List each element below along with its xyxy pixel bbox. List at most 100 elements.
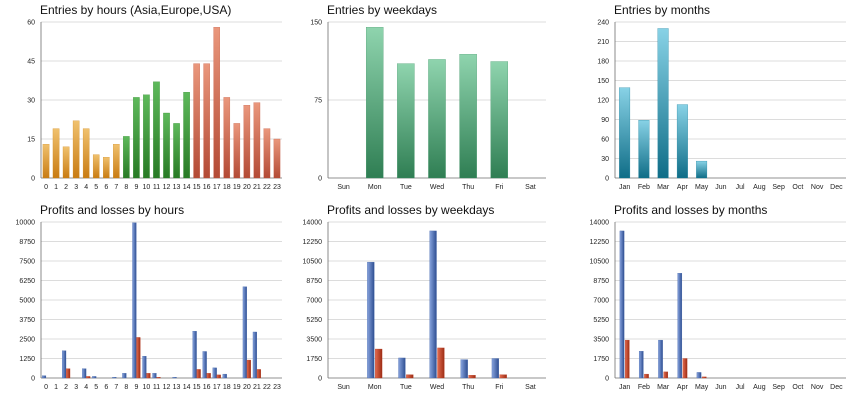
bar <box>202 351 207 379</box>
y-tick-label: 30 <box>601 156 609 163</box>
x-tick-label: Jun <box>715 384 726 391</box>
x-tick-label: 17 <box>213 184 221 191</box>
bar <box>142 356 147 379</box>
x-tick-label: Wed <box>430 384 444 391</box>
x-tick-label: Fri <box>495 184 504 191</box>
bar <box>242 286 247 379</box>
x-tick-label: 5 <box>94 384 98 391</box>
bar <box>103 157 110 179</box>
bar <box>222 373 227 379</box>
bar <box>183 92 190 179</box>
bar <box>206 373 211 379</box>
x-tick-label: 3 <box>74 184 78 191</box>
chart-entries-weekdays: Entries by weekdays 0 75 150 Sun Mon Tue Wed Thu… <box>310 3 546 191</box>
bar <box>156 377 161 379</box>
y-tick-label: 12250 <box>303 239 323 246</box>
y-tick-label: 60 <box>601 137 609 144</box>
x-tick-label: Feb <box>638 184 650 191</box>
y-tick-label: 10500 <box>303 259 323 266</box>
x-tick-label: 3 <box>74 384 78 391</box>
bar <box>41 375 47 379</box>
x-tick-label: Mar <box>657 184 670 191</box>
x-tick-label: 4 <box>84 184 88 191</box>
y-tick-label: 150 <box>310 20 322 27</box>
x-tick-label: Nov <box>811 384 824 391</box>
x-tick-label: Oct <box>792 384 803 391</box>
bar <box>437 347 445 379</box>
bar <box>624 339 630 379</box>
bar <box>212 367 217 379</box>
y-tick-label: 45 <box>27 59 35 66</box>
x-tick-label: Mar <box>657 384 670 391</box>
x-tick-label: 1 <box>54 184 58 191</box>
x-tick-label: 11 <box>153 384 160 391</box>
bar <box>365 27 384 179</box>
bar <box>152 373 157 379</box>
bar <box>468 375 476 379</box>
x-tick-label: 18 <box>223 384 231 391</box>
bar <box>428 59 446 179</box>
x-tick-label: 23 <box>273 184 281 191</box>
bar <box>196 369 201 379</box>
bar <box>682 358 688 379</box>
x-tick-label: Sep <box>772 384 785 391</box>
x-tick-label: 23 <box>273 384 281 391</box>
bar <box>92 376 97 379</box>
x-tick-label: Sep <box>772 184 785 191</box>
bar <box>233 123 241 179</box>
bar <box>460 359 468 379</box>
y-tick-label: 0 <box>31 376 35 383</box>
bar <box>122 373 127 379</box>
x-tick-label: 14 <box>183 184 191 191</box>
chart-profits-hours: Profits and losses by hours0125025003750… <box>16 203 282 391</box>
x-tick-label: Sat <box>525 184 536 191</box>
y-tick-label: 14000 <box>590 220 610 227</box>
x-tick-label: Jul <box>736 184 745 191</box>
chart-title: Profits and losses by months <box>614 203 767 217</box>
bar <box>136 337 141 379</box>
y-tick-label: 5250 <box>306 317 322 324</box>
bar <box>459 54 477 179</box>
x-tick-label: Apr <box>677 184 689 191</box>
y-tick-label: 210 <box>597 39 609 46</box>
y-tick-label: 0 <box>31 176 35 183</box>
x-tick-label: Wed <box>430 184 444 191</box>
x-tick-label: 14 <box>183 384 191 391</box>
x-tick-label: Sat <box>525 384 536 391</box>
x-tick-label: 7 <box>114 184 118 191</box>
bar <box>143 94 150 179</box>
bar <box>86 376 91 379</box>
y-tick-label: 12250 <box>590 239 610 246</box>
y-tick-label: 6250 <box>19 278 35 285</box>
chart-profits-weekdays: Profits and losses by weekdays 0 1750 3500 5… <box>303 203 546 391</box>
x-tick-label: 13 <box>173 384 181 391</box>
y-tick-label: 180 <box>597 59 609 66</box>
x-tick-label: Jun <box>715 184 726 191</box>
bar <box>132 222 137 379</box>
y-tick-label: 7000 <box>593 298 609 305</box>
bar <box>223 97 231 179</box>
x-tick-label: 6 <box>104 384 108 391</box>
x-tick-label: Jan <box>619 184 630 191</box>
y-tick-label: 120 <box>597 98 609 105</box>
x-tick-label: 13 <box>173 184 181 191</box>
bar <box>82 368 87 379</box>
x-tick-label: Nov <box>811 184 824 191</box>
x-tick-label: 21 <box>253 384 261 391</box>
y-tick-label: 240 <box>597 20 609 27</box>
x-tick-label: 2 <box>64 384 68 391</box>
x-tick-label: Tue <box>400 184 412 191</box>
bar <box>123 136 130 179</box>
bar <box>491 358 499 379</box>
y-tick-label: 5000 <box>19 298 35 305</box>
bar <box>246 359 251 379</box>
bar <box>256 369 261 379</box>
bar <box>676 104 688 179</box>
y-tick-label: 14000 <box>303 220 323 227</box>
x-tick-label: 11 <box>153 184 160 191</box>
bar <box>658 339 663 379</box>
x-tick-label: 12 <box>163 384 171 391</box>
y-tick-label: 30 <box>27 98 35 105</box>
bar <box>638 351 644 379</box>
